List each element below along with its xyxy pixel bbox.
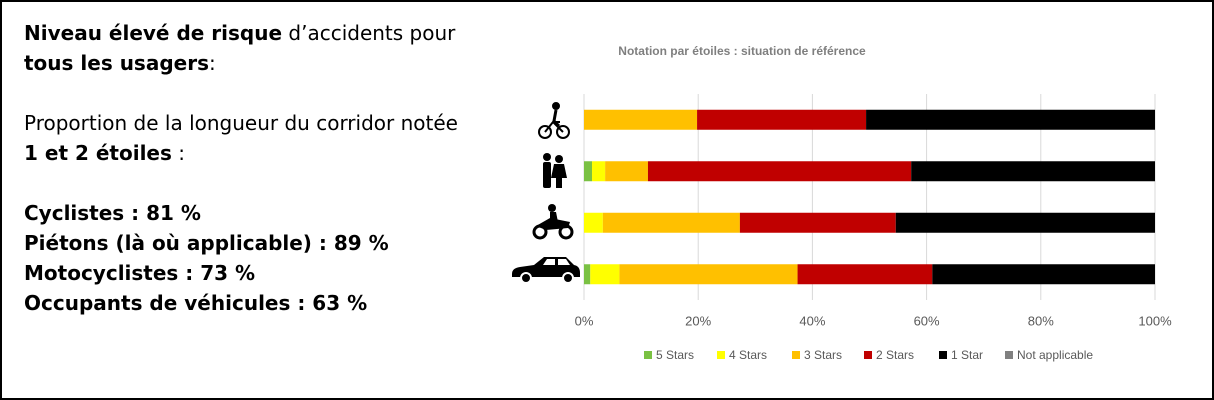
heading: Niveau élevé de risque d’accidents pour <box>24 18 504 48</box>
x-tick-label: 40% <box>799 313 825 328</box>
text: d’accidents pour <box>282 21 456 45</box>
stat: Occupants de véhicules : 63 % <box>24 288 504 318</box>
bar-segment <box>911 161 1155 182</box>
bar-segment <box>590 264 620 285</box>
x-tick-label: 80% <box>1028 313 1054 328</box>
icon-motorcycle <box>532 204 574 240</box>
bar-segment <box>647 161 912 182</box>
bar-segment <box>584 212 603 233</box>
x-tick-label: 20% <box>685 313 711 328</box>
bar-segment <box>932 264 1155 285</box>
bar-segment <box>584 264 591 285</box>
legend-marker <box>644 351 652 359</box>
icon-car <box>512 257 580 284</box>
legend-marker <box>717 351 725 359</box>
bold-text: Piétons (là où applicable) : 89 % <box>24 231 389 255</box>
text: Proportion de la longueur du corridor no… <box>24 111 458 135</box>
intro: Proportion de la longueur du corridor no… <box>24 108 504 138</box>
bold-text: 1 et 2 étoiles <box>24 141 172 165</box>
text: : <box>208 51 216 75</box>
icon-bicycle <box>538 102 570 139</box>
bold-text: Niveau élevé de risque <box>24 21 283 45</box>
legend-marker <box>864 351 872 359</box>
intro: 1 et 2 étoiles : <box>24 138 504 168</box>
stat: Piétons (là où applicable) : 89 % <box>24 228 504 258</box>
bar-segment <box>866 109 1155 130</box>
bold-text: Motocyclistes : 73 % <box>24 261 256 285</box>
legend-label: 4 Stars <box>729 348 767 362</box>
legend-marker <box>792 351 800 359</box>
legend-marker <box>1005 351 1013 359</box>
bold-text: Cyclistes : 81 % <box>24 201 201 225</box>
bar-segment <box>591 161 606 182</box>
x-tick-label: 0% <box>575 313 594 328</box>
stat: Cyclistes : 81 % <box>24 198 504 228</box>
chart-title: Notation par étoiles : situation de réfé… <box>618 44 866 58</box>
legend-label: Not applicable <box>1017 348 1093 362</box>
x-tick-label: 60% <box>914 313 940 328</box>
legend-label: 2 Stars <box>876 348 914 362</box>
bar-segment <box>895 212 1155 233</box>
bold-text: tous les usagers <box>24 51 209 75</box>
icon-pedestrians <box>543 153 567 188</box>
bar-segment <box>605 161 648 182</box>
bold-text: Occupants de véhicules : 63 % <box>24 291 368 315</box>
bar-segment <box>697 109 867 130</box>
text: : <box>171 141 185 165</box>
legend-label: 3 Stars <box>804 348 842 362</box>
legend-label: 5 Stars <box>656 348 694 362</box>
bar-segment <box>584 161 592 182</box>
bar-segment <box>619 264 798 285</box>
heading: tous les usagers: <box>24 48 504 78</box>
stat: Motocyclistes : 73 % <box>24 258 504 288</box>
bar-segment <box>602 212 740 233</box>
legend-marker <box>939 351 947 359</box>
text-panel: Niveau élevé de risque d’accidents pour … <box>24 18 504 318</box>
bar-segment <box>797 264 933 285</box>
legend-label: 1 Star <box>951 348 983 362</box>
bar-segment <box>584 109 698 130</box>
bar-segment <box>739 212 896 233</box>
x-tick-label: 100% <box>1138 313 1172 328</box>
